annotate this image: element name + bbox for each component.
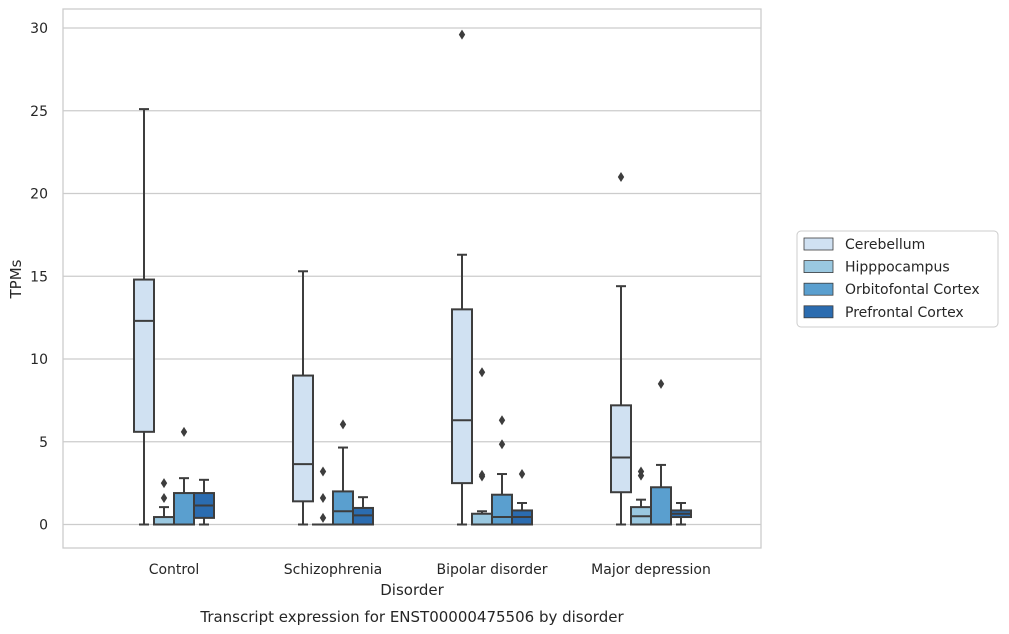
- box: [292, 270, 314, 526]
- outlier-point: [319, 466, 327, 477]
- y-tick-label: 30: [30, 21, 48, 37]
- outlier-point: [518, 469, 526, 480]
- legend-swatch: [803, 305, 834, 319]
- y-tick-label: 15: [30, 269, 48, 285]
- y-tick-label: 10: [30, 352, 48, 368]
- box: [511, 469, 533, 526]
- y-axis-label: TPMs: [7, 259, 25, 299]
- outlier-point: [339, 419, 347, 430]
- x-tick-label: Bipolar disorder: [436, 562, 547, 578]
- x-axis-label: Disorder: [380, 581, 444, 599]
- legend-swatch: [803, 237, 834, 251]
- plot-frame: [62, 8, 762, 549]
- outlier-point: [657, 378, 665, 389]
- outlier-point: [617, 171, 625, 182]
- box: [153, 478, 175, 526]
- x-tick-label: Major depression: [591, 562, 711, 578]
- legend-label: Cerebellum: [845, 237, 925, 253]
- y-axis-ticks: 0 5 10 15 20 25 30: [30, 21, 48, 534]
- box: [133, 108, 155, 526]
- box: [491, 415, 513, 526]
- legend-label: Orbitofontal Cortex: [845, 282, 980, 298]
- legend-swatch: [803, 282, 834, 296]
- outlier-point: [160, 493, 168, 504]
- legend-box: [796, 230, 999, 328]
- outlier-point: [498, 415, 506, 426]
- y-tick-label: 20: [30, 187, 48, 203]
- legend-label: Hipppocampus: [845, 260, 950, 276]
- box-iqr: [332, 490, 354, 526]
- outlier-point: [319, 493, 327, 504]
- box-series: [133, 29, 692, 526]
- box: [471, 367, 493, 526]
- box-iqr: [650, 486, 672, 526]
- box: [352, 496, 374, 526]
- gridlines: [63, 27, 761, 526]
- box-iqr: [491, 493, 513, 526]
- x-tick-label: Control: [149, 562, 200, 578]
- y-tick-label: 5: [39, 435, 48, 451]
- chart-caption: Transcript expression for ENST0000047550…: [199, 608, 624, 626]
- box: [193, 478, 215, 526]
- box-iqr: [292, 374, 314, 503]
- outlier-point: [478, 367, 486, 378]
- y-tick-label: 25: [30, 104, 48, 120]
- box-iqr: [610, 404, 632, 494]
- legend: Cerebellum Hipppocampus Orbitofontal Corte…: [796, 230, 999, 328]
- legend-swatch: [803, 260, 834, 274]
- outlier-point: [637, 466, 645, 477]
- outlier-point: [160, 478, 168, 489]
- box: [670, 501, 692, 526]
- box: [312, 466, 334, 526]
- legend-label: Prefrontal Cortex: [845, 305, 964, 321]
- outlier-point: [180, 426, 188, 437]
- box: [610, 171, 632, 526]
- box: [650, 378, 672, 526]
- box-iqr: [153, 516, 175, 526]
- box: [451, 29, 473, 526]
- x-tick-label: Schizophrenia: [284, 562, 382, 578]
- outlier-point: [458, 29, 466, 40]
- box: [332, 419, 354, 526]
- box-iqr: [451, 308, 473, 485]
- y-tick-label: 0: [39, 518, 48, 534]
- outlier-point: [498, 439, 506, 450]
- box-iqr: [471, 512, 493, 526]
- x-axis-ticks: Control Schizophrenia Bipolar disorder Majo…: [149, 562, 711, 578]
- box: [630, 466, 652, 526]
- box-iqr: [173, 492, 195, 526]
- outlier-point: [319, 512, 327, 523]
- box-iqr: [133, 278, 155, 433]
- outlier-point: [478, 469, 486, 480]
